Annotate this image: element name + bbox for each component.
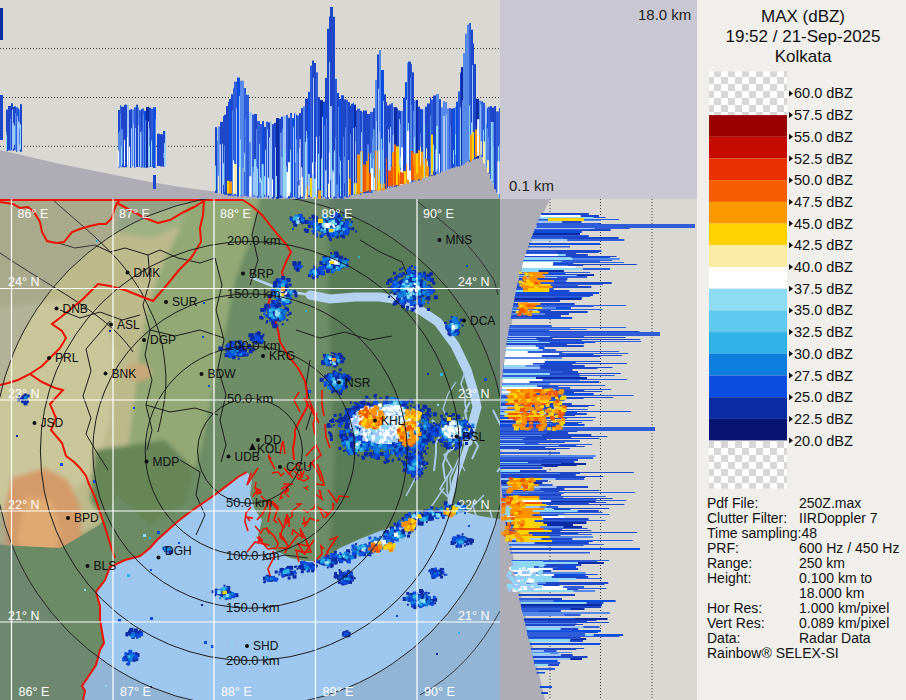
svg-text:Height:: Height: [707, 570, 751, 586]
svg-text:150.0 km: 150.0 km [226, 600, 279, 615]
svg-text:SHD: SHD [253, 639, 279, 653]
svg-text:IIRDoppler 7: IIRDoppler 7 [799, 510, 878, 526]
svg-text:90° E: 90° E [424, 685, 455, 699]
svg-text:47.5 dBZ: 47.5 dBZ [794, 194, 853, 210]
svg-text:NSR: NSR [345, 376, 371, 390]
svg-text:55.0 dBZ: 55.0 dBZ [794, 129, 853, 145]
svg-text:BPD: BPD [74, 511, 99, 525]
svg-text:88° E: 88° E [220, 207, 251, 221]
svg-text:DCA: DCA [470, 314, 495, 328]
svg-text:22° N: 22° N [458, 498, 489, 512]
svg-text:Kolkata: Kolkata [775, 47, 832, 66]
svg-text:200.0 km: 200.0 km [226, 653, 279, 668]
svg-text:MAX (dBZ): MAX (dBZ) [761, 7, 845, 26]
svg-text:86° E: 86° E [18, 207, 49, 221]
svg-text:PRF:: PRF: [707, 540, 739, 556]
svg-text:BDW: BDW [208, 367, 237, 381]
svg-text:250 km: 250 km [799, 555, 845, 571]
svg-text:24° N: 24° N [8, 275, 39, 289]
svg-text:250Z.max: 250Z.max [799, 495, 861, 511]
svg-text:Range:: Range: [707, 555, 752, 571]
svg-text:21° N: 21° N [458, 609, 489, 623]
svg-text:Data:: Data: [707, 630, 740, 646]
svg-text:Radar Data: Radar Data [799, 630, 871, 646]
svg-text:0.100 km to: 0.100 km to [799, 570, 872, 586]
svg-text:JSD: JSD [41, 416, 64, 430]
svg-text:18.000 km: 18.000 km [799, 585, 864, 601]
svg-text:KRG: KRG [269, 349, 295, 363]
svg-text:Rainbow® SELEX-SI: Rainbow® SELEX-SI [707, 645, 839, 661]
svg-text:ASL: ASL [117, 318, 140, 332]
svg-text:86° E: 86° E [19, 685, 50, 699]
svg-text:21° N: 21° N [8, 609, 39, 623]
svg-text:24° N: 24° N [458, 275, 489, 289]
svg-text:20.0 dBZ: 20.0 dBZ [794, 433, 853, 449]
svg-text:PRL: PRL [55, 351, 79, 365]
svg-text:50.0 dBZ: 50.0 dBZ [794, 172, 853, 188]
svg-text:Pdf File:: Pdf File: [707, 495, 758, 511]
svg-text:87° E: 87° E [120, 685, 151, 699]
svg-text:19:52 / 21-Sep-2025: 19:52 / 21-Sep-2025 [725, 27, 880, 46]
svg-text:89° E: 89° E [323, 685, 354, 699]
svg-text:35.0 dBZ: 35.0 dBZ [794, 302, 853, 318]
svg-text:200.0 km: 200.0 km [227, 233, 280, 248]
svg-text:22° N: 22° N [8, 498, 39, 512]
svg-text:50.0 km: 50.0 km [226, 495, 272, 510]
svg-text:57.5 dBZ: 57.5 dBZ [794, 107, 853, 123]
svg-text:0.089 km/pixel: 0.089 km/pixel [799, 615, 889, 631]
svg-text:KOL: KOL [257, 442, 281, 456]
svg-text:18.0 km: 18.0 km [638, 6, 691, 23]
svg-text:Clutter Filter:: Clutter Filter: [707, 510, 787, 526]
svg-text:40.0 dBZ: 40.0 dBZ [794, 259, 853, 275]
svg-text:BRP: BRP [249, 267, 274, 281]
svg-text:150.0 km: 150.0 km [227, 286, 280, 301]
svg-text:Hor Res:: Hor Res: [707, 600, 762, 616]
svg-text:CCU: CCU [286, 460, 312, 474]
svg-text:50.0 km: 50.0 km [227, 391, 273, 406]
svg-text:45.0 dBZ: 45.0 dBZ [794, 216, 853, 232]
svg-text:60.0 dBZ: 60.0 dBZ [794, 85, 853, 101]
svg-text:0.1 km: 0.1 km [509, 177, 554, 194]
svg-text:89° E: 89° E [322, 207, 353, 221]
svg-text:MDP: MDP [153, 455, 180, 469]
svg-text:BSL: BSL [463, 430, 486, 444]
svg-text:DNB: DNB [63, 302, 88, 316]
svg-text:DGP: DGP [150, 333, 176, 347]
svg-text:23° N: 23° N [8, 387, 39, 401]
svg-text:22.5 dBZ: 22.5 dBZ [794, 411, 853, 427]
svg-text:42.5 dBZ: 42.5 dBZ [794, 237, 853, 253]
svg-text:DGH: DGH [165, 544, 192, 558]
svg-text:88° E: 88° E [221, 685, 252, 699]
svg-text:BNK: BNK [112, 367, 137, 381]
svg-text:MNS: MNS [446, 233, 473, 247]
svg-text:KHL: KHL [381, 414, 405, 428]
svg-text:SUR: SUR [172, 295, 198, 309]
svg-text:23° N: 23° N [458, 387, 489, 401]
svg-text:Time sampling:48: Time sampling:48 [707, 525, 817, 541]
svg-text:DMK: DMK [134, 266, 161, 280]
svg-text:90° E: 90° E [423, 207, 454, 221]
svg-text:600 Hz / 450 Hz: 600 Hz / 450 Hz [799, 540, 899, 556]
svg-text:25.0 dBZ: 25.0 dBZ [794, 389, 853, 405]
svg-text:27.5 dBZ: 27.5 dBZ [794, 368, 853, 384]
svg-text:32.5 dBZ: 32.5 dBZ [794, 324, 853, 340]
svg-text:37.5 dBZ: 37.5 dBZ [794, 281, 853, 297]
svg-text:87° E: 87° E [119, 207, 150, 221]
svg-text:30.0 dBZ: 30.0 dBZ [794, 346, 853, 362]
svg-text:100.0 km: 100.0 km [226, 548, 279, 563]
svg-text:52.5 dBZ: 52.5 dBZ [794, 151, 853, 167]
svg-text:BLS: BLS [94, 559, 117, 573]
svg-text:1.000 km/pixel: 1.000 km/pixel [799, 600, 889, 616]
svg-text:Vert Res:: Vert Res: [707, 615, 765, 631]
